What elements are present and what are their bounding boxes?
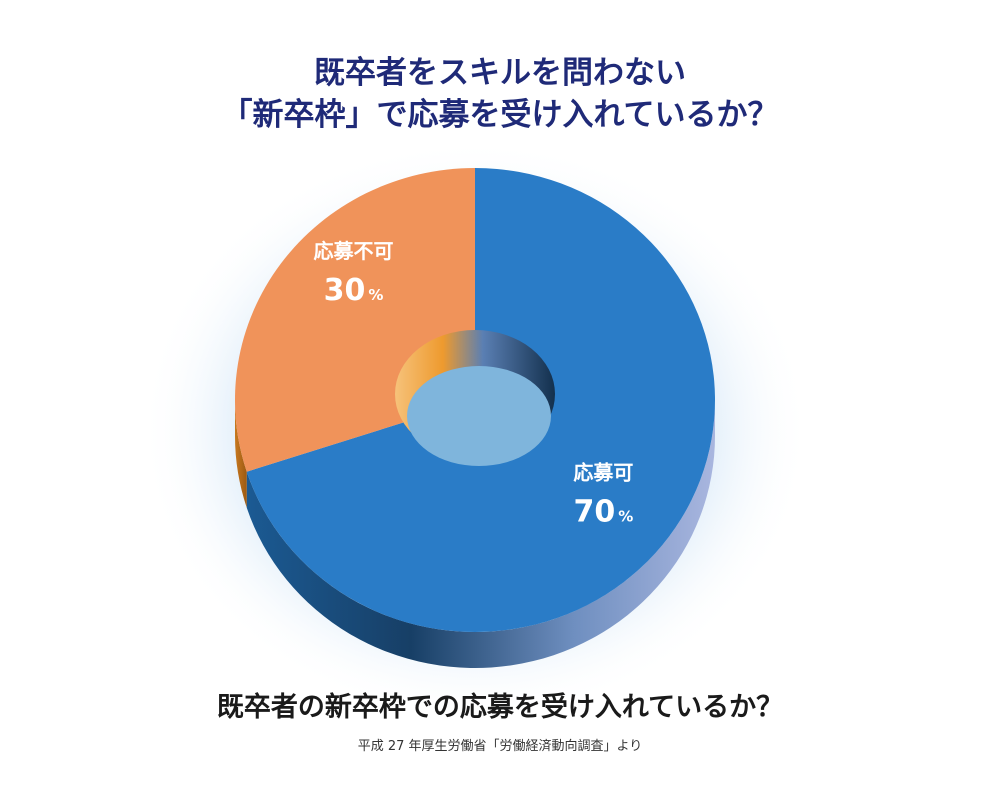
slice-side-1 (246, 400, 715, 668)
chart-title-line-1: 既卒者をスキルを問わない (314, 55, 686, 91)
chart-labels: 応募可 70 % 応募不可 30% (314, 239, 634, 529)
chart-title: 既卒者をスキルを問わない 「新卒枠」で応募を受け入れているか？ (0, 52, 1000, 136)
chart-caption: 既卒者の新卒枠での応募を受け入れているか？ (216, 692, 784, 723)
chart-hole (395, 330, 555, 466)
chart-title-line-2: 「新卒枠」で応募を受け入れているか？ (221, 97, 779, 133)
hole-floor (407, 366, 551, 466)
slice-value-1: 70% (573, 495, 633, 530)
chart-source: 平成 27 年厚生労働省「労働経済動向調査」より (357, 739, 643, 754)
slice-label-2: 応募不可 (314, 239, 394, 263)
slice-value-2: 30% (324, 273, 384, 308)
chart-sides (235, 400, 715, 668)
slice-side-2 (235, 400, 247, 508)
slice-label-1: 応募可 (573, 461, 633, 485)
